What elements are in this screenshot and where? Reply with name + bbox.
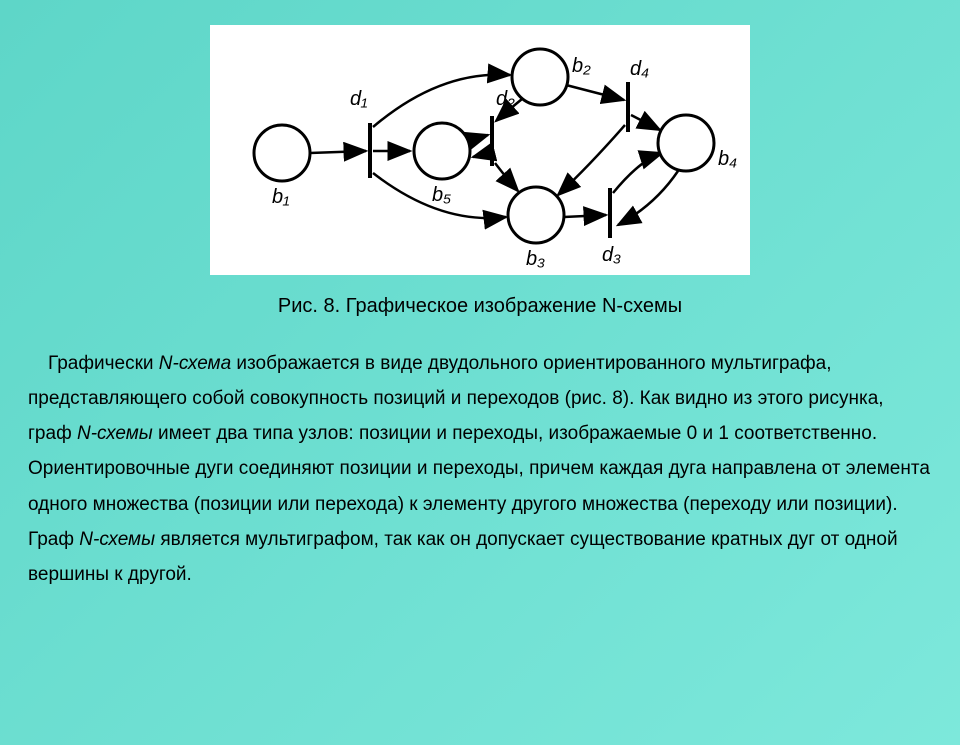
label-b5: b₅ bbox=[432, 184, 451, 206]
edge-d4-b3 bbox=[558, 125, 625, 195]
edge-d3-b4 bbox=[613, 153, 662, 193]
position-b1 bbox=[254, 125, 310, 181]
text-italic-2: N-схемы bbox=[77, 423, 153, 444]
edge-b5-d2 bbox=[468, 135, 488, 141]
text-italic-1: N-схема bbox=[159, 353, 231, 374]
label-d4: d₄ bbox=[630, 58, 649, 80]
diagram-svg: b₁ b₂ b₃ b₄ b₅ d₁ d₂ d₃ d₄ bbox=[210, 25, 750, 275]
label-d3: d₃ bbox=[602, 244, 621, 266]
figure-caption: Рис. 8. Графическое изображение N-схемы bbox=[0, 295, 960, 318]
edge-b2-d4 bbox=[566, 85, 624, 100]
body-paragraph: Графически N-схема изображается в виде д… bbox=[28, 346, 932, 592]
label-b3: b₃ bbox=[526, 248, 545, 270]
position-b5 bbox=[414, 123, 470, 179]
edge-d1-b2 bbox=[373, 75, 510, 127]
position-b4 bbox=[658, 115, 714, 171]
position-b2 bbox=[512, 49, 568, 105]
edge-d2-b5 bbox=[473, 153, 489, 157]
text-prefix: Графически bbox=[48, 353, 159, 374]
edge-b4-d3 bbox=[618, 171, 678, 225]
label-b1: b₁ bbox=[272, 186, 289, 208]
position-b3 bbox=[508, 187, 564, 243]
edge-d4-b4 bbox=[631, 115, 660, 130]
edge-b1-d1 bbox=[310, 151, 366, 153]
label-d2: d₂ bbox=[496, 88, 515, 110]
edge-b3-d3 bbox=[564, 215, 606, 217]
petri-net-diagram: b₁ b₂ b₃ b₄ b₅ d₁ d₂ d₃ d₄ bbox=[210, 25, 750, 275]
edge-d2-b3 bbox=[495, 163, 518, 191]
label-b4: b₄ bbox=[718, 148, 737, 170]
label-b2: b₂ bbox=[572, 55, 591, 77]
text-end: является мультиграфом, так как он допуск… bbox=[28, 529, 898, 585]
label-d1: d₁ bbox=[350, 88, 367, 110]
text-italic-3: N-схемы bbox=[79, 529, 155, 550]
